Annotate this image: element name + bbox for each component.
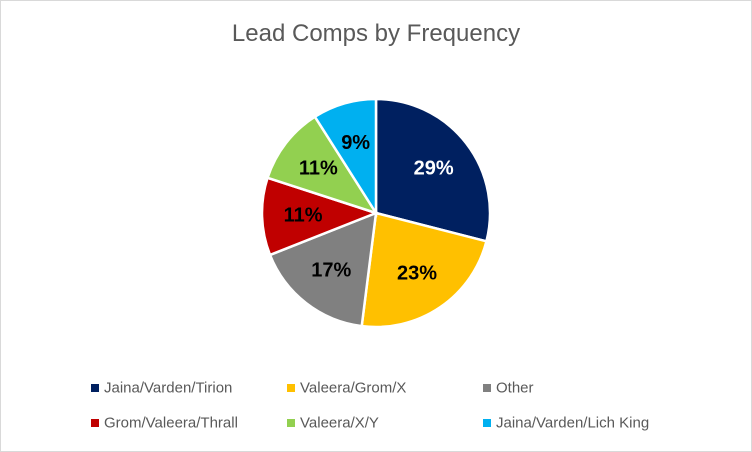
legend-label-jaina-varden-lich-king: Jaina/Varden/Lich King (496, 415, 649, 432)
legend-label-valeera-x-y: Valeera/X/Y (300, 415, 379, 432)
legend-label-grom-valeera-thrall: Grom/Valeera/Thrall (104, 415, 238, 432)
legend-swatch-valeera-grom-x (287, 384, 295, 392)
slice-label-grom-valeera-thrall: 11% (284, 204, 323, 226)
slice-label-valeera-x-y: 11% (299, 157, 338, 179)
chart-title: Lead Comps by Frequency (231, 20, 521, 47)
slice-label-jaina-varden-lich-king: 9% (341, 132, 370, 154)
pie-slice-valeera-x-y (266, 115, 379, 216)
legend-swatch-other (483, 384, 491, 392)
legend-swatch-grom-valeera-thrall (91, 419, 99, 427)
slice-label-valeera-grom-x: 23% (397, 262, 437, 284)
slice-label-other: 17% (311, 260, 351, 282)
legend-label-jaina-varden-tirion: Jaina/Varden/Tirion (104, 380, 232, 397)
pie-slice-other (268, 211, 378, 328)
legend-swatch-valeera-x-y (287, 419, 295, 427)
slice-label-jaina-varden-tirion: 29% (414, 157, 454, 179)
pie-slice-grom-valeera-thrall (260, 176, 380, 257)
pie-slice-valeera-grom-x (360, 211, 488, 329)
legend-swatch-jaina-varden-lich-king (483, 419, 491, 427)
legend-label-valeera-grom-x: Valeera/Grom/X (300, 380, 406, 397)
legend-swatch-jaina-varden-tirion (91, 384, 99, 392)
legend-label-other: Other (496, 380, 534, 397)
pie-slice-jaina-varden-lich-king (313, 97, 378, 218)
pie-slice-jaina-varden-tirion (374, 97, 492, 243)
